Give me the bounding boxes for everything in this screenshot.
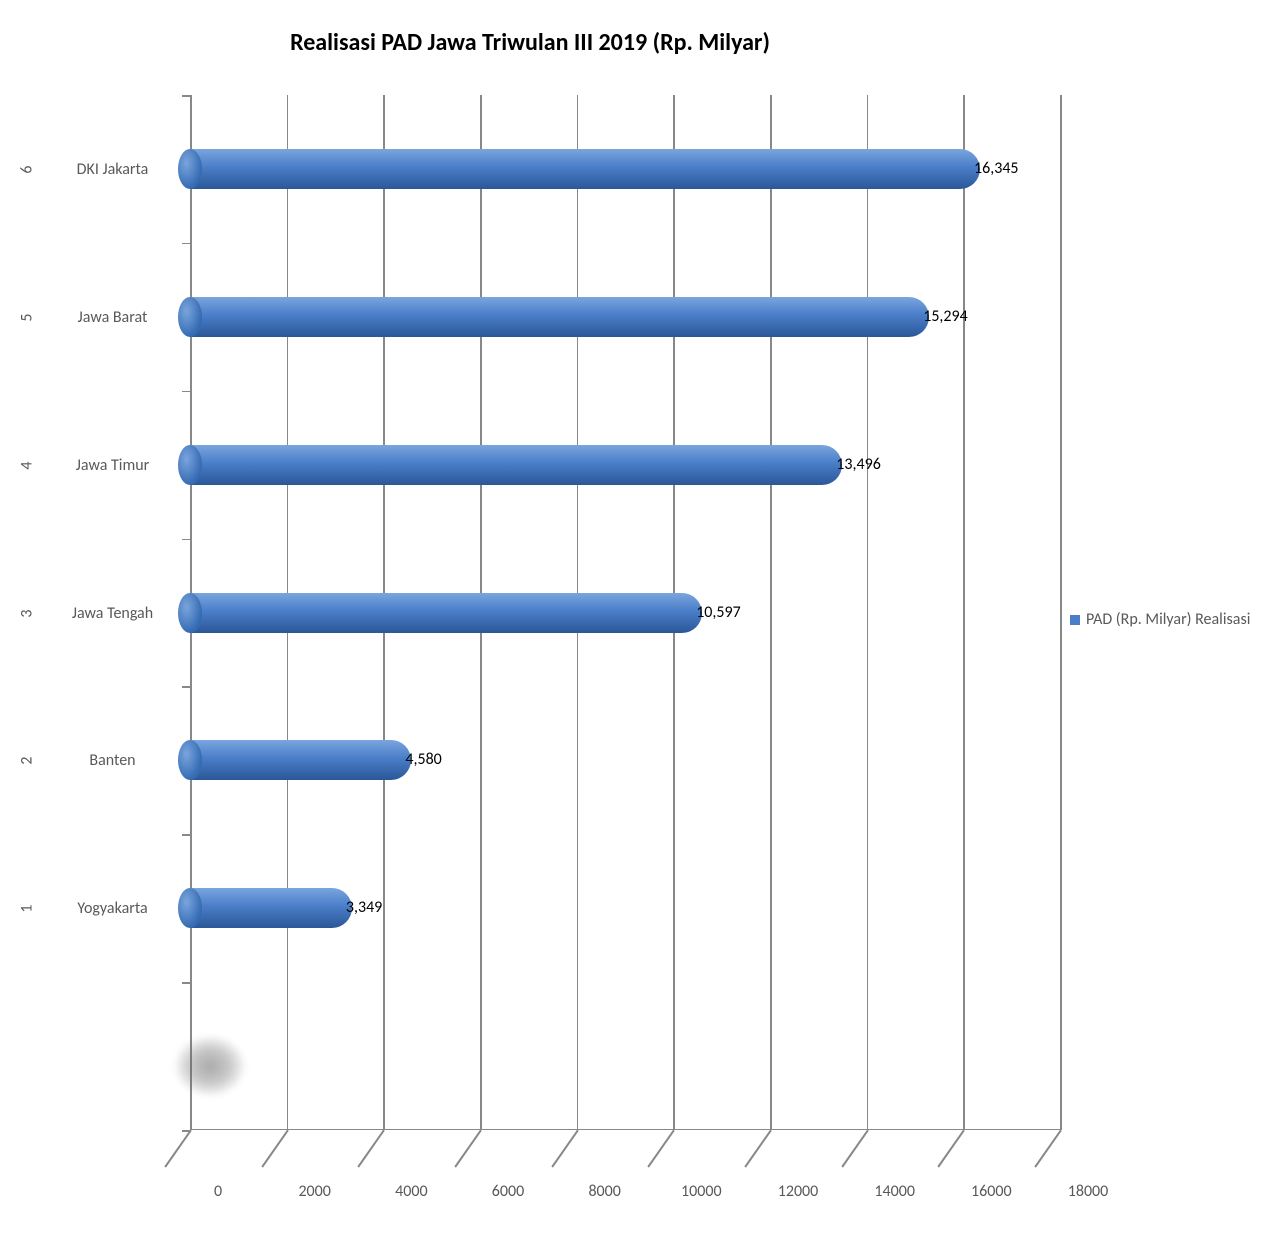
bar-body [190, 740, 411, 780]
x-tick-label: 0 [188, 1182, 248, 1201]
x-tick-label: 14000 [865, 1182, 925, 1201]
bar-value-label: 4,580 [405, 750, 441, 769]
bar: 4,580 [190, 730, 411, 790]
bar-cap [178, 593, 202, 633]
x-tick-label: 10000 [671, 1182, 731, 1201]
y-category-label: Yogyakarta [50, 899, 175, 918]
x-tick-label: 6000 [478, 1182, 538, 1201]
bar-body [190, 149, 980, 189]
bar-cap [178, 297, 202, 337]
bar-value-label: 15,294 [923, 307, 968, 326]
y-index: 1 [18, 900, 37, 918]
y-divider [182, 1130, 190, 1132]
y-divider [182, 834, 190, 836]
floor-line [648, 1130, 675, 1168]
y-index: 4 [18, 456, 37, 474]
bar: 3,349 [190, 878, 352, 938]
y-divider [182, 686, 190, 688]
bar-cap [178, 445, 202, 485]
y-divider [182, 243, 190, 245]
floor-line [938, 1130, 965, 1168]
bar-body [190, 593, 702, 633]
x-tick-label: 4000 [381, 1182, 441, 1201]
chart-title: Realisasi PAD Jawa Triwulan III 2019 (Rp… [0, 28, 1060, 57]
x-tick-label: 16000 [961, 1182, 1021, 1201]
bar: 13,496 [190, 435, 842, 495]
bar-body [190, 445, 842, 485]
floor-line [551, 1130, 578, 1168]
bar-value-label: 13,496 [836, 455, 881, 474]
bar: 16,345 [190, 139, 980, 199]
legend-label: PAD (Rp. Milyar) Realisasi [1086, 610, 1250, 629]
bar: 10,597 [190, 583, 702, 643]
floor-line [261, 1130, 288, 1168]
y-index: 6 [18, 160, 37, 178]
y-divider [182, 95, 190, 97]
y-category-label: DKI Jakarta [50, 160, 175, 179]
floor-line [841, 1130, 868, 1168]
gridline [867, 95, 869, 1130]
gridline [963, 95, 965, 1130]
legend: PAD (Rp. Milyar) Realisasi [1070, 610, 1250, 629]
legend-swatch [1070, 615, 1080, 625]
floor-line [164, 1130, 191, 1168]
gridline [1060, 95, 1062, 1130]
y-category-label: Banten [50, 751, 175, 770]
x-tick-label: 8000 [575, 1182, 635, 1201]
bar-value-label: 3,349 [346, 898, 382, 917]
floor-line [454, 1130, 481, 1168]
x-tick-label: 12000 [768, 1182, 828, 1201]
origin-shadow [175, 1036, 245, 1096]
x-tick-label: 2000 [285, 1182, 345, 1201]
y-divider [182, 539, 190, 541]
y-divider [182, 982, 190, 984]
bar-body [190, 888, 352, 928]
bar-value-label: 10,597 [696, 603, 741, 622]
bar-cap [178, 149, 202, 189]
floor-line [1034, 1130, 1061, 1168]
bar-value-label: 16,345 [974, 159, 1019, 178]
chart-container: Realisasi PAD Jawa Triwulan III 2019 (Rp… [0, 0, 1280, 1243]
bar-cap [178, 888, 202, 928]
y-index: 3 [18, 604, 37, 622]
bar: 15,294 [190, 287, 929, 347]
gridline [770, 95, 772, 1130]
plot-area: 3,349 4,580 10,597 13,496 15,294 16,345 [190, 95, 1060, 1170]
y-divider [182, 391, 190, 393]
floor-line [744, 1130, 771, 1168]
y-category-label: Jawa Timur [50, 456, 175, 475]
bar-body [190, 297, 929, 337]
y-index: 2 [18, 752, 37, 770]
y-category-label: Jawa Tengah [50, 604, 175, 623]
x-tick-label: 18000 [1058, 1182, 1118, 1201]
y-category-label: Jawa Barat [50, 308, 175, 327]
y-index: 5 [18, 308, 37, 326]
floor-line [358, 1130, 385, 1168]
